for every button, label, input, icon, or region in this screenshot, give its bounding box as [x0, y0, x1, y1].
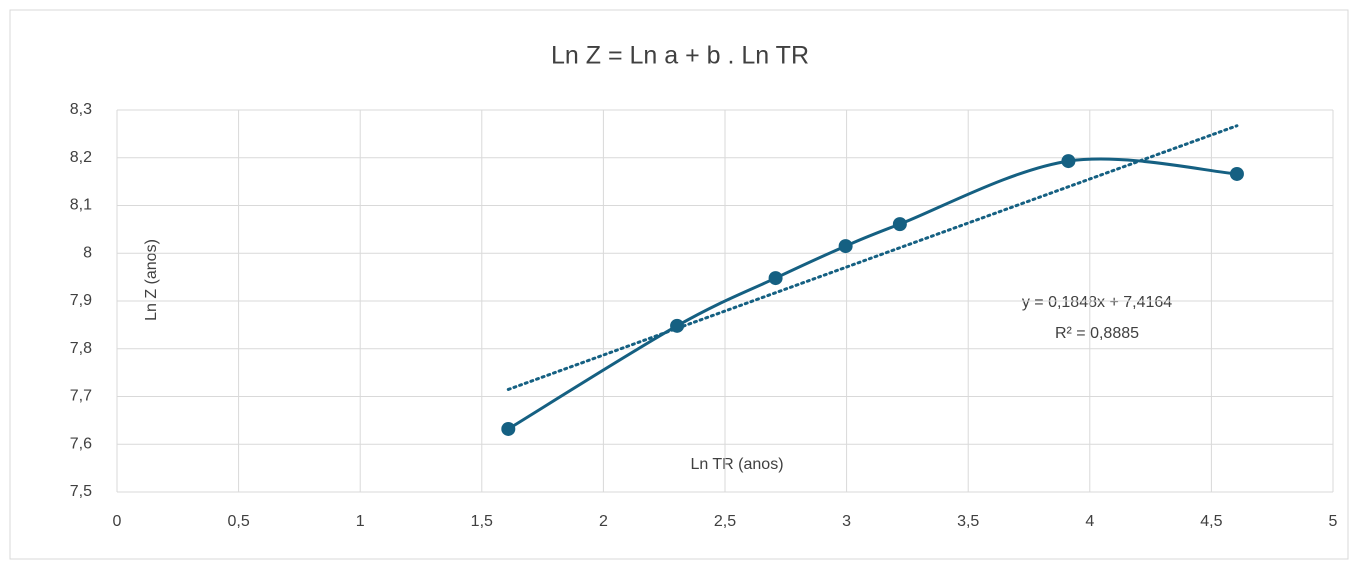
- data-point: [892, 217, 907, 232]
- chart-border: [9, 9, 1349, 560]
- y-tick-label: 7,8: [70, 340, 92, 357]
- x-tick-label: 4,5: [1200, 513, 1222, 530]
- y-tick-label: 7,5: [70, 483, 92, 500]
- trendline-equation: y = 0,1848x + 7,4164: [1022, 294, 1172, 311]
- chart-title: Ln Z = Ln a + b . Ln TR: [551, 42, 809, 70]
- x-tick-label: 2,5: [714, 513, 736, 530]
- data-point: [838, 239, 853, 254]
- trendline-r-squared: R² = 0,8885: [1055, 325, 1139, 342]
- x-tick-label: 5: [1329, 513, 1338, 530]
- y-tick-label: 8,3: [70, 101, 92, 118]
- y-tick-label: 8,1: [70, 197, 92, 214]
- y-tick-label: 7,6: [70, 435, 92, 452]
- trendline: [506, 124, 1239, 391]
- y-axis-label: Ln Z (anos): [143, 239, 160, 321]
- x-tick-label: 1,5: [471, 513, 493, 530]
- x-tick-label: 3,5: [957, 513, 979, 530]
- x-axis-label: Ln TR (anos): [690, 456, 783, 473]
- x-tick-label: 2: [599, 513, 608, 530]
- y-tick-label: 7,7: [70, 388, 92, 405]
- x-tick-label: 0,5: [227, 513, 249, 530]
- y-tick-label: 8,2: [70, 149, 92, 166]
- data-point: [501, 421, 516, 436]
- data-point: [1061, 154, 1076, 169]
- y-tick-label: 8: [83, 244, 92, 261]
- x-tick-label: 4: [1085, 513, 1094, 530]
- x-tick-label: 0: [113, 513, 122, 530]
- data-point: [768, 271, 783, 286]
- y-tick-label: 7,9: [70, 292, 92, 309]
- data-point: [1229, 166, 1244, 181]
- x-tick-label: 3: [842, 513, 851, 530]
- data-point: [670, 318, 685, 333]
- x-tick-label: 1: [356, 513, 365, 530]
